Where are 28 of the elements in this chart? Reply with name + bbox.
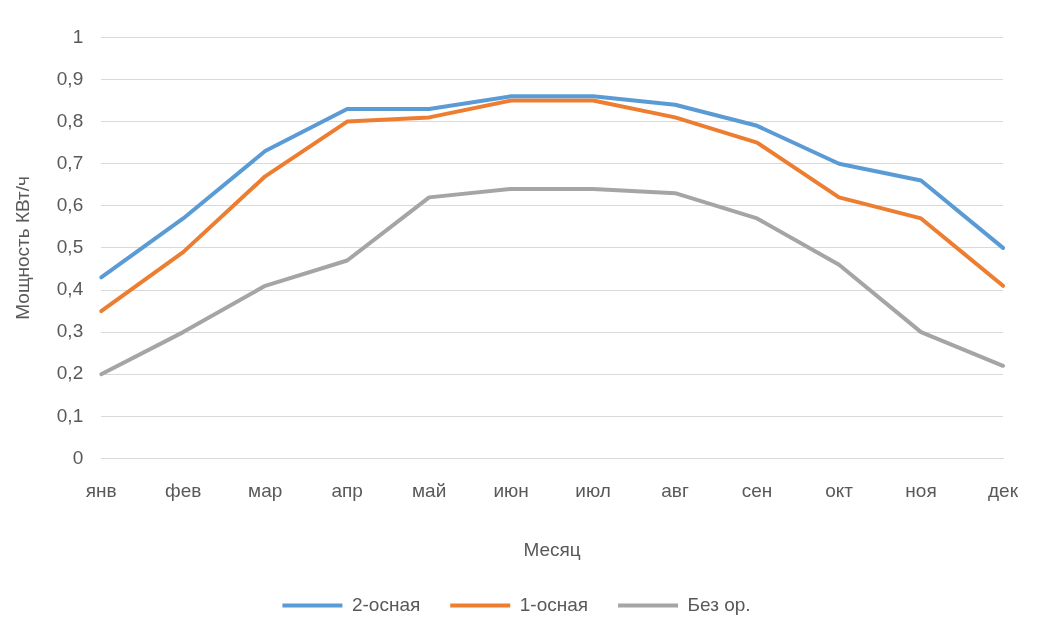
x-tick-label: сен <box>741 480 773 502</box>
legend-label: 1-осная <box>519 593 589 615</box>
x-tick-label: янв <box>85 480 117 502</box>
y-tick-label: 0,3 <box>56 320 84 342</box>
y-tick-label: 0,4 <box>56 278 84 300</box>
legend-label: 2-осная <box>351 593 421 615</box>
x-tick-label: авг <box>661 480 689 502</box>
y-tick-label: 0 <box>72 446 84 468</box>
y-tick-label: 0,5 <box>56 236 84 258</box>
x-tick-label: июл <box>575 480 611 502</box>
y-tick-label: 1 <box>72 25 84 47</box>
y-tick-label: 0,9 <box>56 67 84 89</box>
y-tick-label: 0,1 <box>56 404 84 426</box>
x-tick-label: июн <box>493 480 529 502</box>
x-tick-label: май <box>412 480 447 502</box>
y-tick-label: 0,8 <box>56 109 84 131</box>
y-tick-label: 0,6 <box>56 194 84 216</box>
x-tick-label: апр <box>331 480 363 502</box>
y-axis-title: Мощность КВт/ч <box>11 176 33 320</box>
y-tick-label: 0,7 <box>56 151 84 173</box>
x-tick-label: фев <box>165 480 202 502</box>
legend-label: Без ор. <box>687 593 751 615</box>
y-tick-label: 0,2 <box>56 362 84 384</box>
x-tick-label: ноя <box>905 480 937 502</box>
x-tick-label: дек <box>988 480 1019 502</box>
x-axis-title: Месяц <box>523 538 581 560</box>
x-tick-label: мар <box>248 480 283 502</box>
x-tick-label: окт <box>825 480 854 502</box>
